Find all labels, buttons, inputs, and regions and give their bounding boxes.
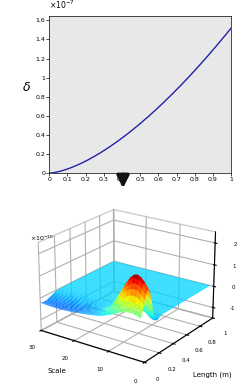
Y-axis label: Length (m): Length (m) [193,371,231,378]
Text: $\times10^{-10}$: $\times10^{-10}$ [30,234,54,244]
Text: Scale: Scale [48,368,66,375]
Text: $\times10^{-7}$: $\times10^{-7}$ [49,0,75,11]
Y-axis label: δ: δ [23,81,31,95]
